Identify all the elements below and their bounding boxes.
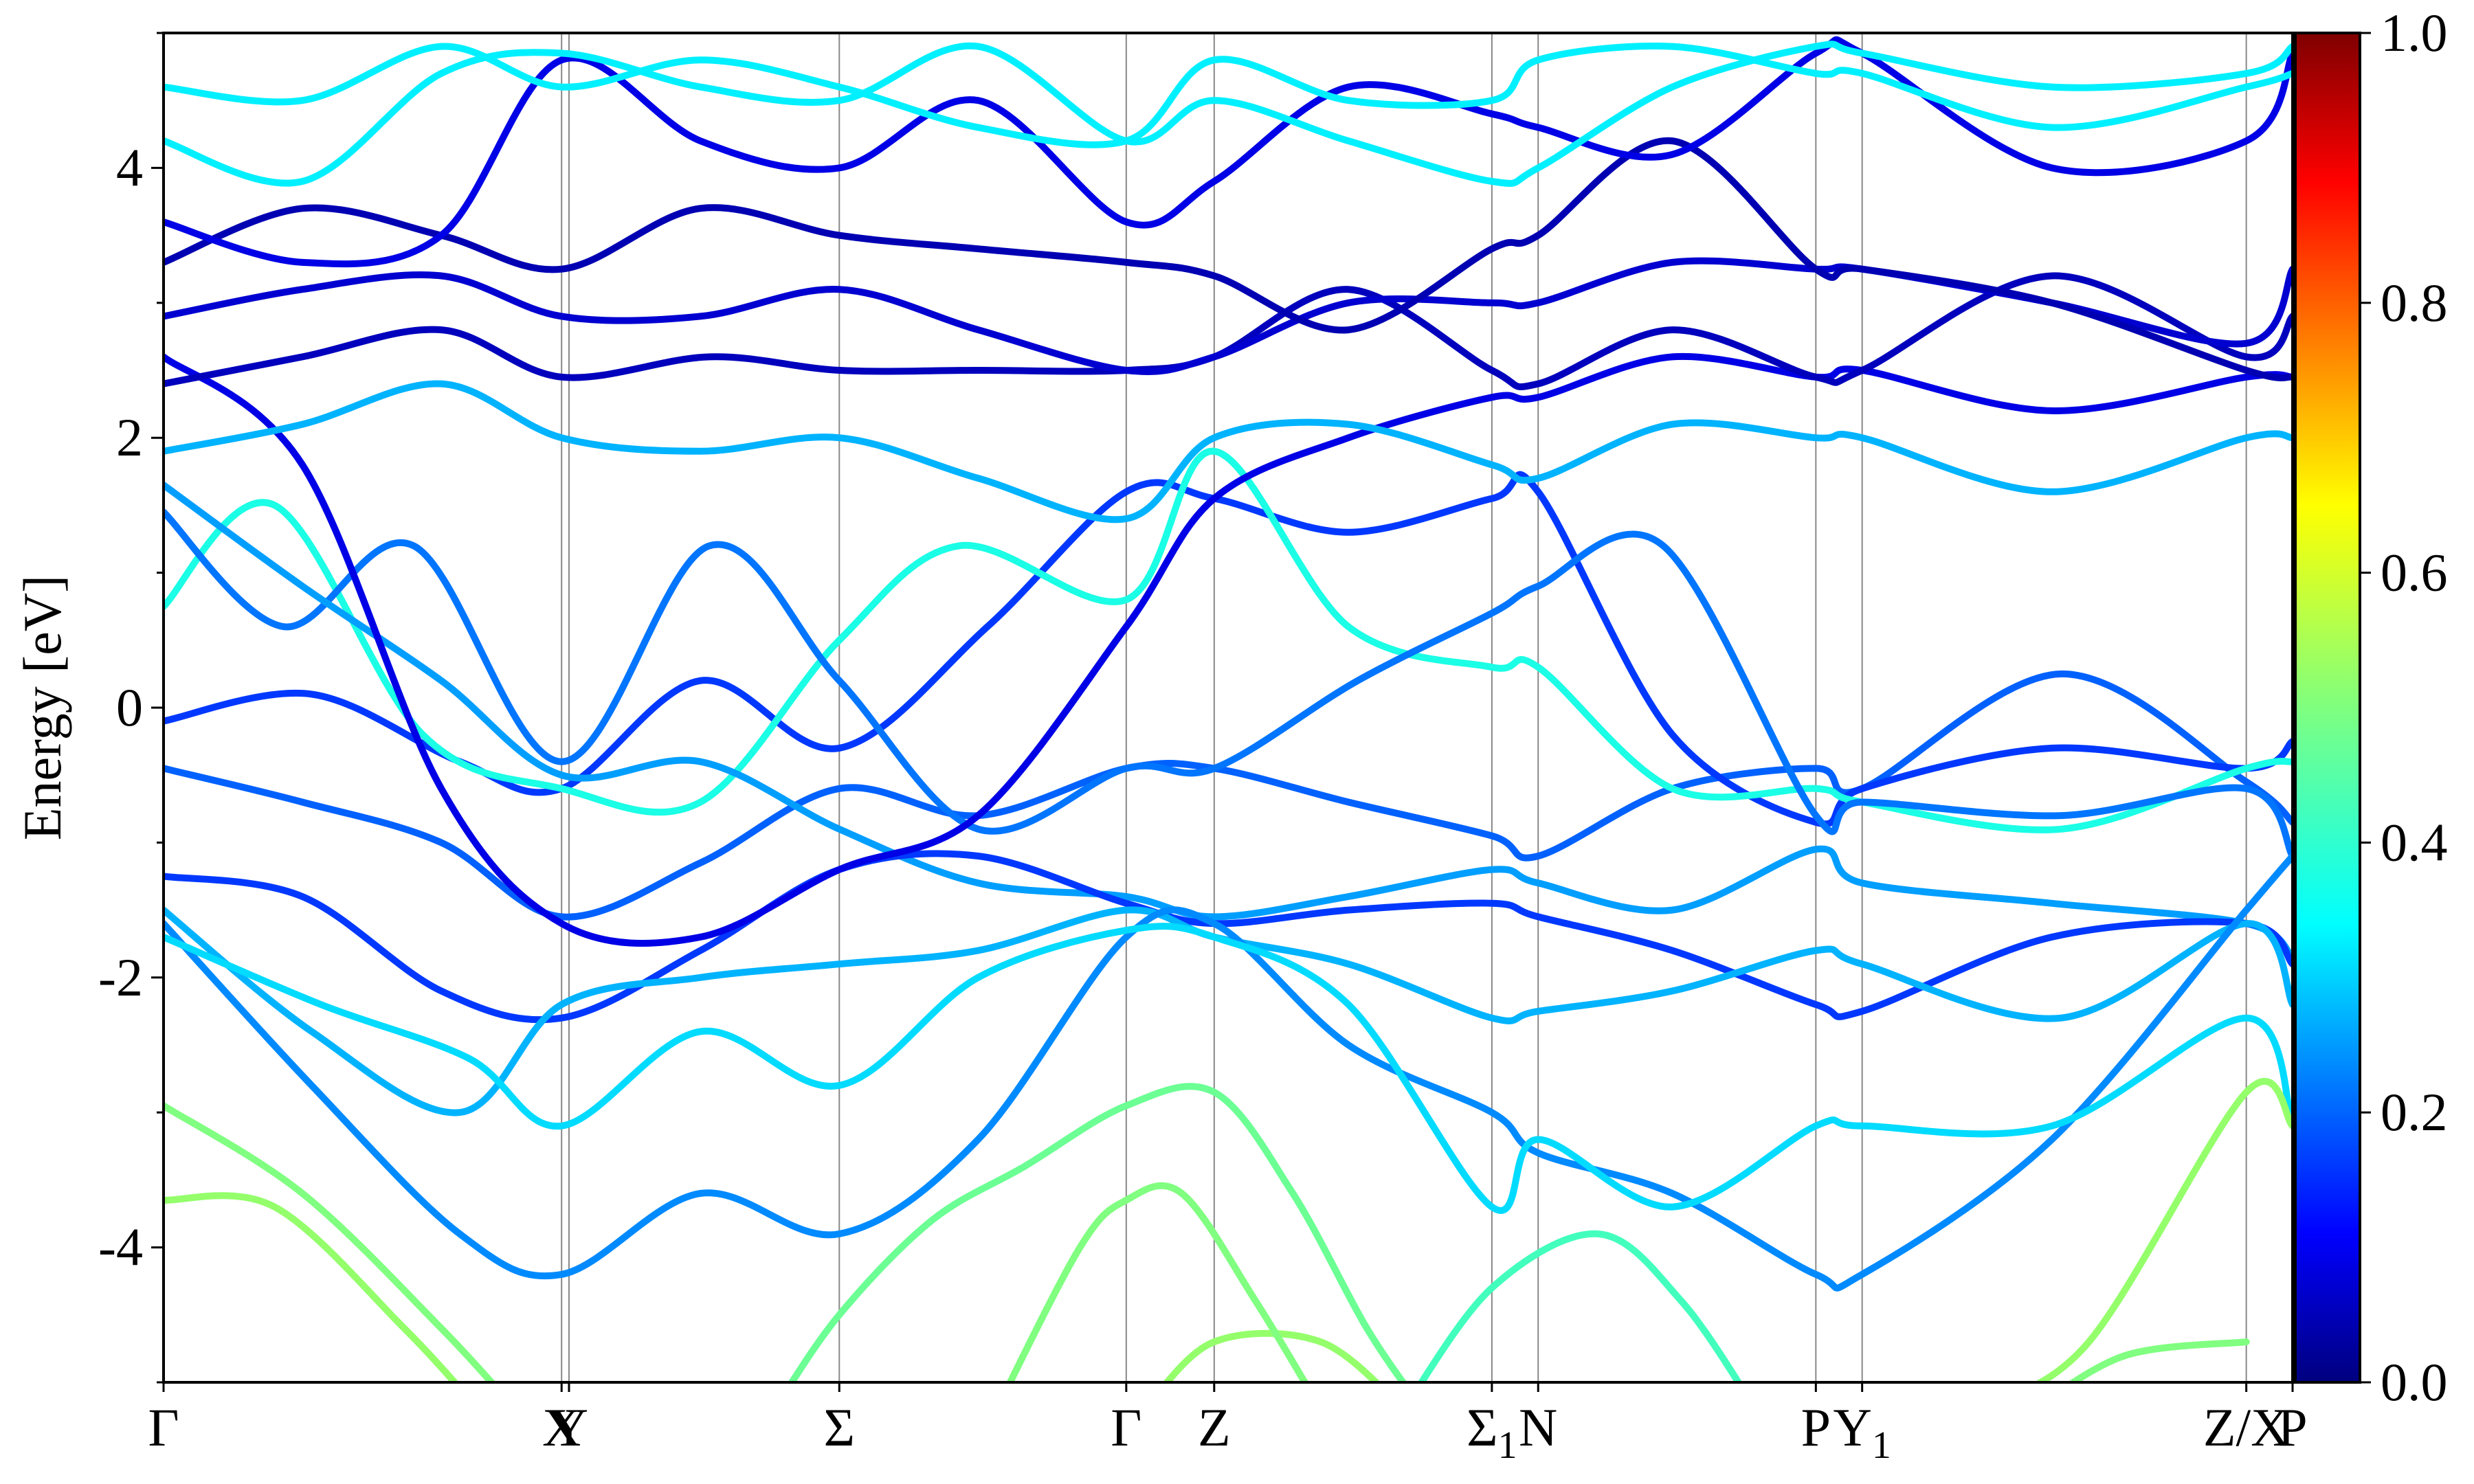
colorbar-tick-label: 1.0 bbox=[2381, 3, 2448, 63]
band-line-18 bbox=[164, 1192, 460, 1382]
y-tick-label: 2 bbox=[116, 407, 143, 467]
kpoint-label-6: Σ1 bbox=[1467, 1397, 1517, 1467]
band-line-0 bbox=[164, 670, 2293, 921]
band-line-23 bbox=[2033, 1077, 2293, 1382]
band-line-4 bbox=[164, 481, 2293, 961]
colorbar-gradient bbox=[2294, 32, 2361, 1384]
band-line-5 bbox=[164, 850, 2293, 1024]
x-axis-ticks: Γ XY Σ Γ Z Σ1 N P Y1 Z/XP bbox=[148, 1382, 2308, 1467]
band-line-15 bbox=[164, 41, 2293, 187]
y-tick-label: -4 bbox=[98, 1217, 143, 1277]
kpoint-label-9: Y1 bbox=[1833, 1397, 1891, 1467]
band-line-19 bbox=[788, 1083, 1407, 1382]
y-tick-label: 0 bbox=[116, 677, 143, 737]
colorbar-tick-label: 0.0 bbox=[2381, 1352, 2448, 1412]
kpoint-label-2: Y bbox=[550, 1397, 588, 1457]
band-line-22 bbox=[1417, 1230, 1743, 1382]
y-axis-label: Energy [eV] bbox=[12, 575, 72, 840]
band-line-8 bbox=[164, 923, 2293, 1214]
colorbar-tick-label: 0.6 bbox=[2381, 543, 2448, 603]
colorbar-ticks: 0.0 0.2 0.4 0.6 0.8 1.0 bbox=[2360, 3, 2448, 1412]
kpoint-label-0: Γ bbox=[148, 1397, 179, 1457]
band-line-10 bbox=[164, 272, 2293, 391]
kpoint-label-3: Σ bbox=[824, 1397, 855, 1457]
band-line-17 bbox=[164, 1102, 496, 1382]
band-line-20 bbox=[1162, 1329, 1381, 1382]
band-line-13 bbox=[164, 380, 2293, 524]
kpoint-label-5: Z bbox=[1198, 1397, 1231, 1457]
kpath-divider-lines bbox=[561, 33, 2247, 1382]
kpoint-label-8: P bbox=[1801, 1397, 1831, 1457]
colorbar-tick-label: 0.8 bbox=[2381, 273, 2448, 333]
kpoint-label-10: Z/X bbox=[2203, 1397, 2290, 1457]
band-lines bbox=[164, 36, 2293, 1382]
band-line-16 bbox=[164, 42, 2293, 148]
band-line-21 bbox=[1006, 1182, 1309, 1382]
band-line-6 bbox=[164, 906, 2293, 1116]
colorbar-tick-label: 0.2 bbox=[2381, 1082, 2448, 1142]
kpoint-label-7: N bbox=[1519, 1397, 1557, 1457]
y-tick-label: -2 bbox=[98, 947, 143, 1007]
colorbar-tick-label: 0.4 bbox=[2381, 812, 2448, 872]
band-line-12 bbox=[164, 137, 2293, 382]
y-axis-ticks: -4 -2 0 2 4 bbox=[98, 32, 164, 1384]
kpoint-label-1: X bbox=[542, 1397, 581, 1457]
kpoint-label-4: Γ bbox=[1111, 1397, 1141, 1457]
kpoint-label-11: P bbox=[2277, 1397, 2307, 1457]
band-line-3 bbox=[164, 508, 2293, 859]
colorbar: 0.0 0.2 0.4 0.6 0.8 1.0 bbox=[2294, 3, 2448, 1412]
y-tick-label: 4 bbox=[116, 137, 143, 197]
band-line-11 bbox=[164, 257, 2293, 375]
band-line-24 bbox=[2067, 1338, 2250, 1382]
